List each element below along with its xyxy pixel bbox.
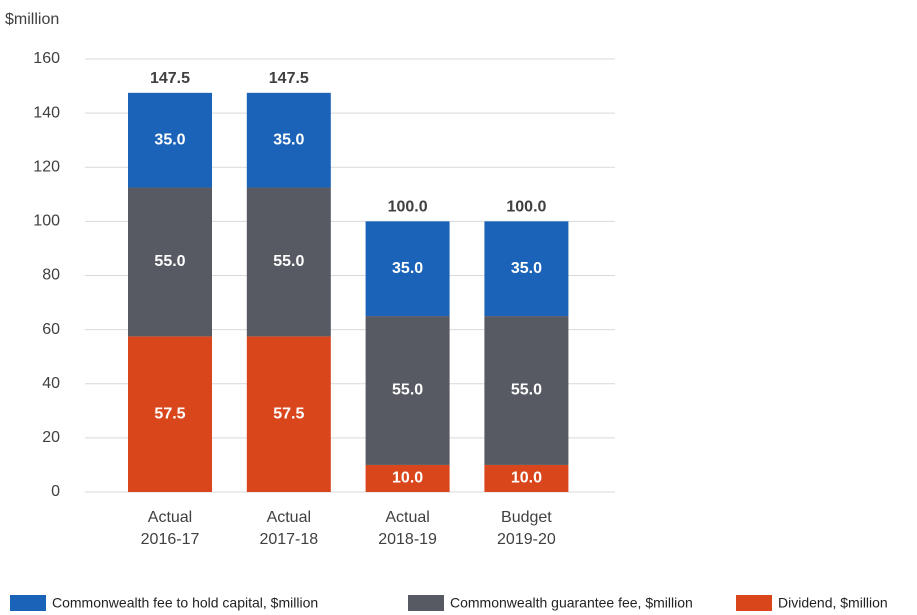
legend-swatch [408,595,444,611]
y-tick-label: 120 [33,158,60,175]
segment-label: 55.0 [273,253,304,270]
x-tick-label: Actual [267,509,311,526]
legend-label: Commonwealth guarantee fee, $million [450,595,693,611]
y-tick-label: 0 [51,483,60,500]
segment-label: 57.5 [273,405,304,422]
segment-label: 10.0 [511,470,542,487]
y-tick-label: 160 [33,50,60,67]
bar-segment [484,464,569,492]
x-tick-label: 2018-19 [378,531,437,548]
x-tick-label: 2016-17 [141,531,200,548]
bar-segment [246,187,331,337]
y-axis-label: $million [5,11,59,28]
bar-segment [365,316,450,465]
segment-label: 35.0 [273,131,304,148]
y-tick-label: 100 [33,213,60,230]
segment-label: 55.0 [511,382,542,399]
y-tick-label: 140 [33,104,60,121]
x-tick-label: Budget [501,509,552,526]
legend-swatch [10,595,46,611]
total-label: 147.5 [269,70,309,87]
x-tick-label: 2017-18 [259,531,318,548]
legend-label: Commonwealth fee to hold capital, $milli… [52,595,318,611]
x-tick-label: Actual [385,509,429,526]
segment-label: 35.0 [511,260,542,277]
segment-label: 55.0 [154,253,185,270]
x-tick-label: Actual [148,509,192,526]
segment-label: 57.5 [154,405,185,422]
total-label: 147.5 [150,70,190,87]
bar-segment [365,221,450,317]
total-label: 100.0 [506,199,546,216]
bar-segment [128,92,212,188]
x-tick-label: 2019-20 [497,531,556,548]
bar-segment [128,336,212,492]
legend-swatch [736,595,772,611]
y-tick-label: 20 [42,429,60,446]
y-tick-label: 60 [42,321,60,338]
bar-segment [484,316,569,465]
bar-segment [246,336,331,492]
legend-label: Dividend, $million [778,595,888,611]
bar-segment [128,187,212,337]
segment-label: 10.0 [392,470,423,487]
total-label: 100.0 [388,199,428,216]
bar-segment [246,92,331,188]
bar-segment [484,221,569,317]
segment-label: 35.0 [392,260,423,277]
y-tick-label: 40 [42,375,60,392]
segment-label: 55.0 [392,382,423,399]
segment-label: 35.0 [154,131,185,148]
y-tick-label: 80 [42,267,60,284]
bar-segment [365,464,450,492]
